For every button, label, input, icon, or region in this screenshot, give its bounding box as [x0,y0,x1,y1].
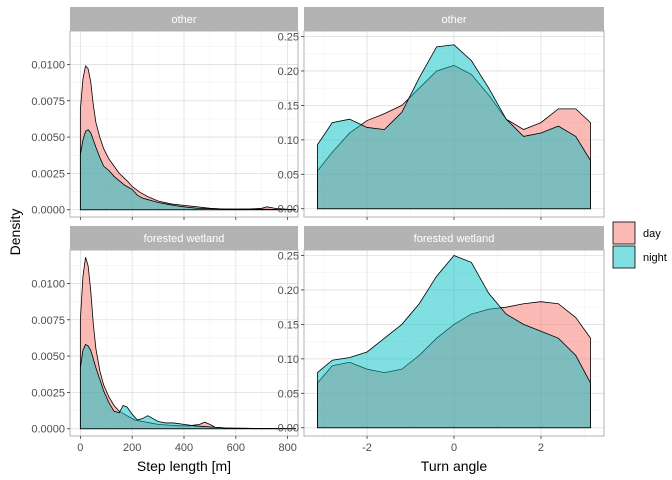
panels-layer: other0.00000.00250.00500.00750.0100other… [31,7,605,474]
ytick-label: 0.0000 [31,424,65,436]
xtick-label: 400 [175,442,193,454]
density-area-night-step-other [79,129,296,211]
ytick-label: 0.25 [278,32,299,44]
xlabel-step-forested: Step length [m] [137,458,231,474]
ytick-label: 0.0050 [31,351,65,363]
ytick-label: 0.05 [278,388,299,400]
ytick-label: 0.0050 [31,132,65,144]
shared-ylabel: Density [7,209,23,256]
panel-step-forested: forested wetland 0.0000 0.0025 0.0050 0.0075… [31,226,299,474]
strip-step-other [70,7,298,31]
ytick-label: 0.00 [278,423,299,435]
strip-turn-other [304,7,604,31]
legend-label-day: day [643,228,661,240]
legend-label-night: night [643,252,667,264]
legend-key-day [612,221,636,245]
strip-step-forested [70,226,298,250]
ytick-label: 0.15 [278,319,299,331]
ytick-label: 0.0025 [31,168,65,180]
ytick-label: 0.15 [278,100,299,112]
xtick-label: 200 [123,442,141,454]
strip-label-step-other: other [171,14,196,26]
panel-step-other: other 0.0000 0.0025 0.0050 0.0075 0.0100 [31,7,299,220]
ytick-label: 0.0100 [31,278,65,290]
xtick-label: 800 [278,442,296,454]
ytick-label: 0.00 [278,204,299,216]
strip-turn-forested [304,226,604,250]
xtick-label: -2 [362,442,372,454]
xtick-label: 600 [227,442,245,454]
ytick-label: 0.25 [278,251,299,263]
ytick-label: 0.20 [278,66,299,78]
density-area-night-turn-forested [317,255,591,429]
ytick-label: 0.0075 [31,315,65,327]
panel-turn-forested: forested wetland 0.00 0.05 0.10 0.15 0.20 0.25… [278,226,605,474]
xtick-label: 2 [538,442,544,454]
ytick-label: 0.10 [278,354,299,366]
ytick-label: 0.0025 [31,387,65,399]
density-area-night-turn-other [317,44,591,210]
xtick-label: 0 [451,442,457,454]
ytick-label: 0.0000 [31,205,65,217]
xlabel-turn-forested: Turn angle [421,458,488,474]
legend: day night [612,221,667,269]
legend-key-night [612,245,636,269]
xtick-label: 0 [77,442,83,454]
ytick-label: 0.10 [278,135,299,147]
strip-label-turn-forested: forested wetland [414,233,495,245]
ytick-label: 0.0100 [31,59,65,71]
ytick-label: 0.05 [278,169,299,181]
panel-turn-other: other 0.00 0.05 0.10 0.15 0.20 0.25 [278,7,605,220]
strip-label-step-forested: forested wetland [144,233,225,245]
ytick-label: 0.20 [278,285,299,297]
ytick-label: 0.0075 [31,96,65,108]
density-area-night-step-forested [79,343,296,430]
strip-label-turn-other: other [441,14,466,26]
